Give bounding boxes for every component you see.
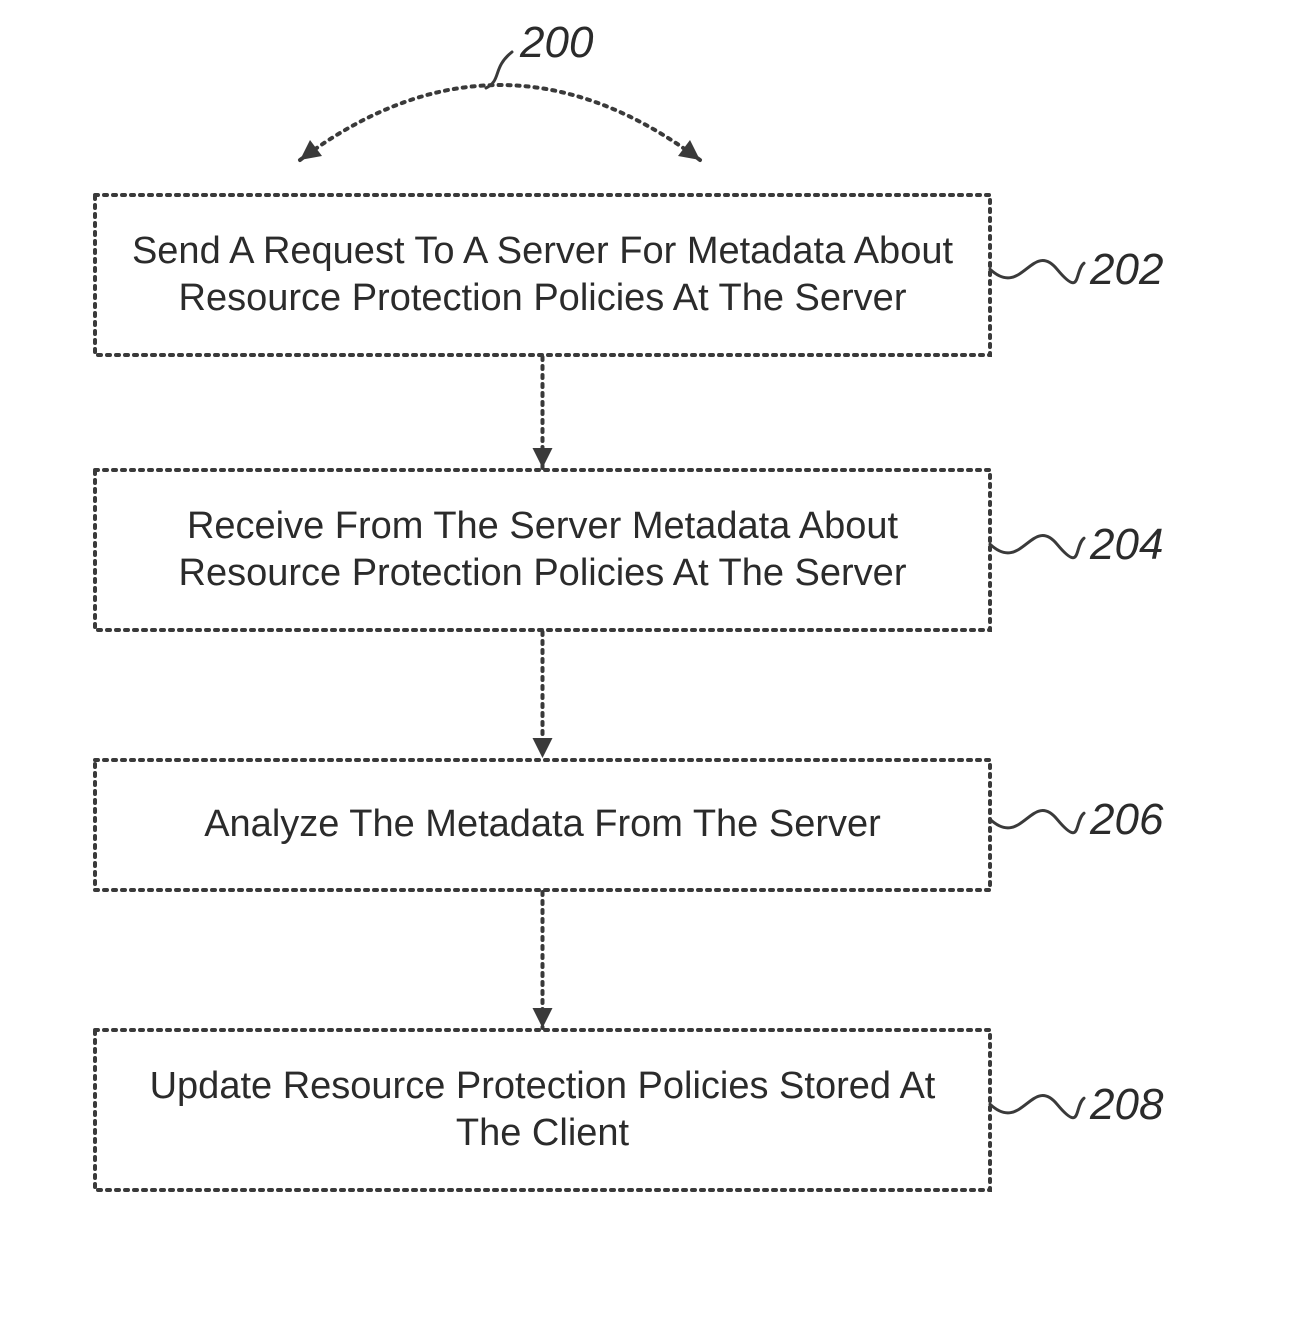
flow-step-3: Analyze The Metadata From The Server	[95, 760, 990, 890]
flow-step-2: Receive From The Server Metadata About R…	[95, 470, 990, 630]
flow-step-4: Update Resource Protection Policies Stor…	[95, 1030, 990, 1190]
ref-label-206: 206	[1090, 795, 1163, 845]
flow-step-1: Send A Request To A Server For Metadata …	[95, 195, 990, 355]
flowchart-canvas: Send A Request To A Server For Metadata …	[0, 0, 1308, 1324]
ref-label-208: 208	[1090, 1080, 1163, 1130]
ref-label-202: 202	[1090, 245, 1163, 295]
ref-label-204: 204	[1090, 520, 1163, 570]
ref-label-200: 200	[520, 18, 593, 68]
